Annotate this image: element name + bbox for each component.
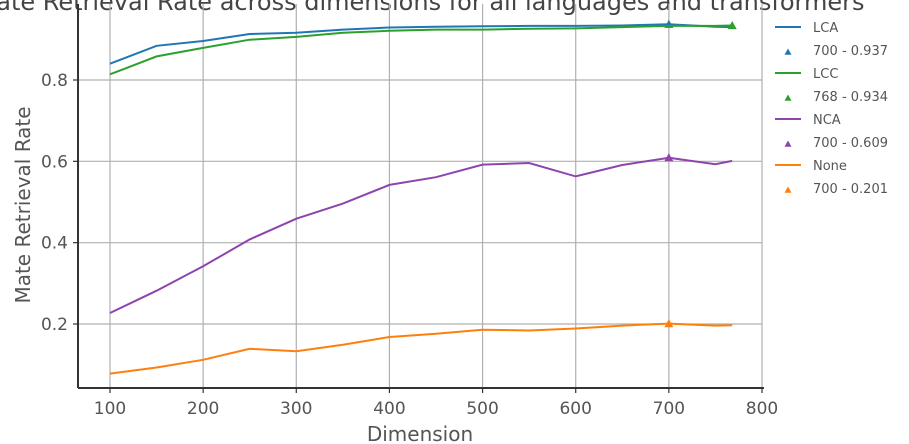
data-point-nca — [481, 163, 483, 165]
legend-label-lca: LCA — [813, 21, 838, 36]
data-point-lcc — [388, 30, 390, 32]
data-point-none — [202, 359, 204, 361]
data-point-lca — [342, 28, 344, 30]
data-point-nca — [714, 163, 716, 165]
data-point-nca — [202, 265, 204, 267]
legend-marker-none — [784, 186, 792, 193]
series-line-none — [109, 322, 733, 375]
y-tick-label: 0.6 — [41, 152, 68, 172]
data-point-lcc — [668, 25, 670, 27]
data-point-lca — [388, 26, 390, 28]
legend-best-label-none: 700 - 0.201 — [813, 182, 888, 197]
y-tick-label: 0.2 — [41, 315, 68, 335]
legend-label-none: None — [813, 159, 847, 174]
y-tick-label: 0.8 — [41, 71, 68, 91]
data-point-lcc — [342, 32, 344, 34]
legend-marker-lcc — [784, 94, 792, 101]
data-point-nca — [249, 238, 251, 240]
data-point-nca — [109, 312, 111, 314]
data-point-none — [249, 348, 251, 350]
data-point-none — [342, 344, 344, 346]
series-line-lcc — [109, 24, 733, 76]
data-point-none — [481, 328, 483, 330]
series-line-lca — [109, 23, 733, 65]
data-point-none — [731, 324, 733, 326]
data-point-lcc — [249, 39, 251, 41]
data-point-none — [621, 324, 623, 326]
data-point-nca — [731, 160, 733, 162]
legend-best-label-lcc: 768 - 0.934 — [813, 90, 888, 105]
data-point-lcc — [435, 28, 437, 30]
series-line-nca — [109, 156, 733, 314]
best-marker-lcc — [727, 21, 737, 30]
data-point-nca — [621, 164, 623, 166]
data-point-lca — [155, 45, 157, 47]
data-point-lca — [528, 25, 530, 27]
data-point-lca — [435, 26, 437, 28]
data-point-lca — [109, 63, 111, 65]
data-point-lca — [481, 25, 483, 27]
plot-area — [109, 19, 737, 375]
data-point-lca — [202, 40, 204, 42]
data-point-none — [295, 350, 297, 352]
data-point-none — [528, 329, 530, 331]
data-point-lcc — [109, 73, 111, 75]
data-point-lcc — [155, 55, 157, 57]
legend-marker-lca — [784, 48, 792, 55]
data-point-nca — [575, 175, 577, 177]
best-marker-nca — [664, 153, 674, 162]
data-point-nca — [435, 176, 437, 178]
legend-marker-nca — [784, 140, 792, 147]
x-tick-label: 500 — [466, 399, 498, 419]
x-tick-label: 400 — [373, 399, 405, 419]
data-point-lcc — [481, 28, 483, 30]
data-point-lcc — [528, 28, 530, 30]
data-point-nca — [342, 202, 344, 204]
legend: LCA 700 - 0.937 LCC 768 - 0.934 NCA 700 - 0.6… — [775, 21, 888, 197]
x-tick-label: 200 — [187, 399, 219, 419]
y-axis-ticks: 0.2 0.4 0.6 0.8 — [41, 71, 78, 335]
grid — [78, 4, 763, 388]
x-tick-label: 700 — [653, 399, 685, 419]
data-point-nca — [528, 162, 530, 164]
x-tick-label: 100 — [94, 399, 126, 419]
x-tick-label: 600 — [559, 399, 591, 419]
x-tick-label: 800 — [746, 399, 778, 419]
data-point-nca — [155, 289, 157, 291]
data-point-lcc — [202, 47, 204, 49]
legend-label-nca: NCA — [813, 113, 841, 128]
data-point-none — [714, 324, 716, 326]
data-point-nca — [388, 184, 390, 186]
data-point-nca — [295, 217, 297, 219]
data-point-lcc — [575, 27, 577, 29]
data-point-none — [155, 366, 157, 368]
legend-best-label-nca: 700 - 0.609 — [813, 136, 888, 151]
data-point-lcc — [714, 25, 716, 27]
data-point-lca — [249, 33, 251, 35]
best-marker-none — [664, 319, 674, 328]
chart-title: Mate Retrieval Rate across dimensions fo… — [0, 0, 864, 16]
data-point-lcc — [295, 36, 297, 38]
data-point-none — [388, 336, 390, 338]
data-point-none — [109, 372, 111, 374]
legend-label-lcc: LCC — [813, 67, 838, 82]
y-axis-label: Mate Retrieval Rate — [11, 106, 35, 303]
x-axis-ticks: 100 200 300 400 500 600 700 800 — [94, 388, 778, 419]
y-tick-label: 0.4 — [41, 234, 68, 254]
data-point-none — [435, 333, 437, 335]
x-axis-label: Dimension — [367, 422, 473, 444]
data-point-lca — [575, 25, 577, 27]
data-point-lcc — [621, 26, 623, 28]
x-tick-label: 300 — [280, 399, 312, 419]
data-point-lca — [295, 32, 297, 34]
data-point-none — [575, 327, 577, 329]
legend-best-label-lca: 700 - 0.937 — [813, 44, 888, 59]
